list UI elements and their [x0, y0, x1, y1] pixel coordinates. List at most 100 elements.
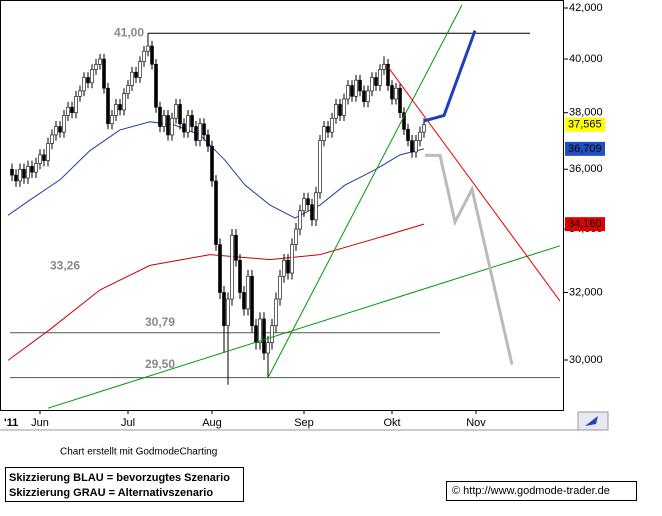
candle-body [354, 79, 358, 97]
candle-body [278, 275, 282, 300]
y-tick-label: 36,000 [569, 163, 603, 175]
credit: Chart erstellt mit GodmodeCharting [60, 447, 217, 458]
candle-body [226, 298, 230, 326]
candle-body [306, 198, 310, 206]
x-tick-label: Okt [383, 417, 400, 429]
line [47, 245, 561, 409]
candle-body [50, 134, 54, 144]
candle-body [230, 234, 234, 300]
candle-body [106, 87, 110, 125]
candle-body [30, 166, 34, 173]
candle-body [34, 163, 38, 173]
y-tick-label: 32,000 [569, 286, 603, 298]
candle-body [422, 124, 426, 133]
x-tick-label: Sep [294, 417, 314, 429]
x-tick-label: Jul [121, 417, 135, 429]
candle-body [406, 129, 410, 141]
candle-body [330, 117, 334, 133]
candle-body [382, 63, 386, 70]
candle-body [46, 143, 50, 161]
candle-body [186, 115, 190, 133]
candle-body [202, 123, 206, 136]
candle-body [270, 325, 274, 344]
candle-body [298, 210, 302, 230]
candle-body [174, 104, 178, 119]
candle-body [222, 292, 226, 326]
legend-box [5, 467, 244, 502]
x-tick-label: Aug [202, 417, 222, 429]
candle-body [390, 85, 394, 100]
candle-body [410, 140, 414, 153]
candle-body [78, 90, 82, 97]
candle-body [286, 259, 290, 274]
candle-body [38, 154, 42, 164]
candle-body [250, 275, 254, 326]
candle-body [178, 104, 182, 125]
value-box-label: 37,565 [568, 119, 602, 131]
value-box [565, 117, 605, 132]
x-tick-label: Jun [31, 417, 49, 429]
candle-body [10, 168, 14, 176]
candle-body [14, 174, 18, 182]
y-tick-label: 38,000 [569, 107, 603, 119]
line [267, 4, 463, 378]
candle-body [114, 104, 118, 116]
candle-body [342, 98, 346, 116]
candle-body [326, 126, 330, 133]
candle-body [362, 90, 366, 103]
candle-body [134, 71, 138, 78]
plot-area [0, 0, 564, 411]
candle-body [74, 96, 78, 113]
candle-body [322, 126, 326, 141]
candle-body [90, 69, 94, 84]
candle-body [366, 90, 370, 103]
y-tick-label: 42,000 [569, 2, 603, 14]
line [423, 30, 477, 123]
source-box [446, 481, 637, 501]
candle-body [194, 126, 198, 141]
candle-body [154, 63, 158, 108]
candle-body [370, 77, 374, 92]
candle-body [62, 115, 66, 133]
candle-body [190, 115, 194, 127]
candle-body [170, 117, 174, 136]
candle-body [346, 85, 350, 100]
legend-line: Skizzierung GRAU = Alternativszenario [9, 487, 213, 499]
candle-body [214, 180, 218, 245]
y-tick-label: 30,000 [569, 354, 603, 366]
candle-body [110, 115, 114, 125]
legend-line: Skizzierung BLAU = bevorzugtes Szenario [9, 472, 230, 484]
value-box-label: 34,160 [568, 218, 602, 230]
level-label: 30,79 [145, 315, 175, 329]
candle-body [130, 71, 134, 86]
candle-body [262, 318, 266, 354]
candle-body [206, 134, 210, 147]
candle-body [294, 228, 298, 245]
candle-body [334, 104, 338, 119]
candle-body [418, 131, 422, 141]
annotation: 33,26 [50, 258, 80, 272]
candle-body [122, 93, 126, 111]
candle-body [302, 198, 306, 212]
candle-body [162, 115, 166, 127]
x-tick-label: Nov [466, 417, 486, 429]
candle-body [98, 58, 102, 65]
candle-body [142, 50, 146, 62]
candle-body [86, 77, 90, 84]
candle-body [266, 342, 270, 354]
value-box [565, 141, 605, 156]
candle-body [198, 123, 202, 141]
candle-body [58, 126, 62, 133]
candle-body [374, 77, 378, 86]
line [425, 153, 514, 365]
y-tick-label: 40,000 [569, 53, 603, 65]
candle-body [314, 192, 318, 221]
candle-body [234, 234, 238, 261]
line [7, 121, 425, 219]
candle-body [246, 275, 250, 310]
line [7, 223, 425, 361]
candle-body [66, 106, 70, 116]
level-label: 41,00 [114, 25, 144, 39]
candle-body [350, 85, 354, 97]
